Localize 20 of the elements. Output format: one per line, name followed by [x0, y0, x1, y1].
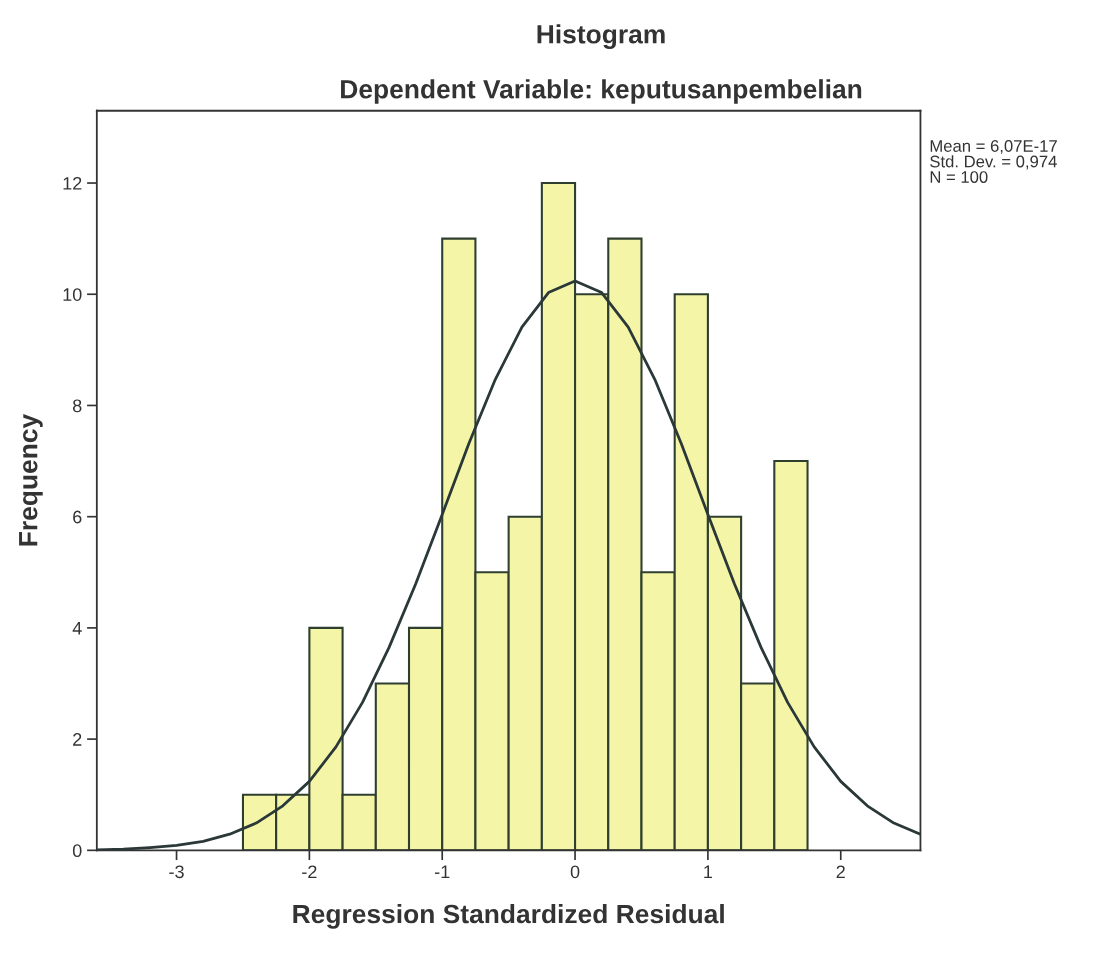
y-axis-title: Frequency	[19, 413, 43, 546]
y-tick-label: 10	[63, 288, 82, 301]
text: N = 100	[930, 171, 988, 183]
y-tick-label: 4	[72, 622, 82, 635]
x-axis-title: Regression Standardized Residual	[293, 903, 724, 929]
x-tick-label: 1	[704, 865, 713, 878]
chart-title: Histogram	[537, 24, 665, 49]
text: Std. Dev. = 0,974	[930, 155, 1057, 170]
x-tick-label: 2	[836, 865, 845, 878]
y-tick-label: 8	[72, 399, 82, 413]
x-tick-label: -1	[434, 865, 450, 878]
y-tick-label: 0	[72, 844, 82, 858]
text: Mean = 6,07E-17	[930, 140, 1057, 154]
y-tick-label: 12	[63, 176, 82, 190]
y-tick-label: 6	[73, 510, 82, 524]
y-tick-label: 2	[73, 733, 82, 746]
x-tick-label: -2	[302, 865, 317, 878]
chart-subtitle: Dependent Variable: keputusanpembelian	[341, 79, 862, 104]
x-tick-label: 0	[570, 865, 580, 879]
x-tick-label: -3	[169, 865, 184, 879]
